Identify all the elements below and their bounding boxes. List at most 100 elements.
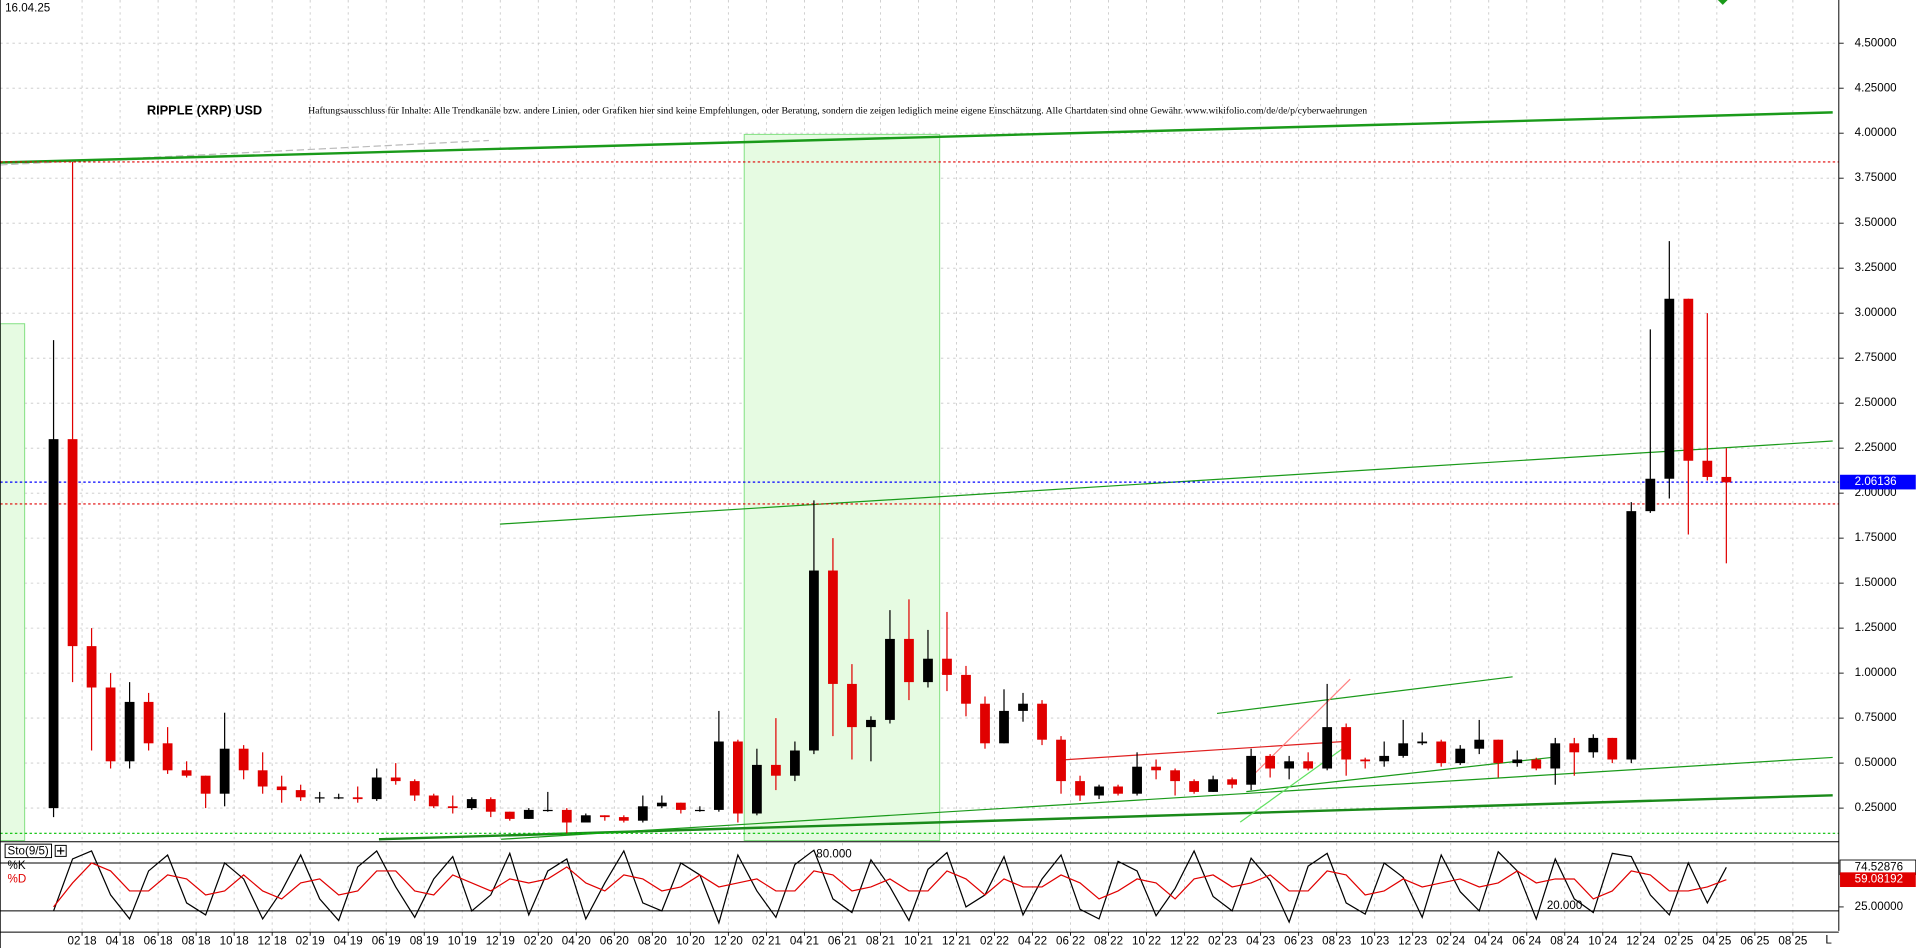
candle-body xyxy=(447,806,458,809)
candle-body xyxy=(1284,761,1295,769)
candle-body xyxy=(1265,755,1276,769)
x-tick-label: 04 19 xyxy=(334,934,363,947)
candle-body xyxy=(1398,743,1409,756)
y-tick-label: 1.00000 xyxy=(1855,666,1897,679)
candle-body xyxy=(1132,766,1142,794)
trendline xyxy=(1246,756,1552,793)
x-tick-label: 02 19 xyxy=(296,934,325,947)
expand-icon xyxy=(57,847,65,855)
y-tick-label: 3.00000 xyxy=(1855,306,1897,319)
candle-body xyxy=(675,802,686,810)
candle-body xyxy=(1037,703,1047,740)
candle-body xyxy=(1113,786,1123,794)
last-value-label: 59.08192 xyxy=(1855,873,1903,886)
y-tick-label: 4.00000 xyxy=(1855,126,1897,139)
x-tick-label: 06 19 xyxy=(372,934,401,947)
x-tick-label: 12 21 xyxy=(942,934,971,947)
candle-body xyxy=(694,809,705,812)
x-tick-label: 10 19 xyxy=(448,934,477,947)
x-tick-label: 12 23 xyxy=(1398,934,1427,947)
candle-body xyxy=(942,658,952,675)
trendline xyxy=(0,111,1833,164)
x-tick-label: 04 23 xyxy=(1246,934,1275,947)
candle-body xyxy=(1341,727,1352,760)
x-tick-label: 06 23 xyxy=(1284,934,1313,947)
last-value-label: 74.52876 xyxy=(1855,860,1903,873)
x-tick-label: 08 25 xyxy=(1778,934,1807,947)
candle-body xyxy=(1360,759,1371,762)
candle-body xyxy=(1056,739,1066,782)
candle-body xyxy=(257,770,268,787)
y-tick-label: 25.00000 xyxy=(1855,900,1903,913)
candle-body xyxy=(1493,739,1504,764)
y-tick-label: 4.25000 xyxy=(1855,81,1897,94)
x-tick-label: 10 23 xyxy=(1360,934,1389,947)
candle-body xyxy=(790,750,800,776)
candle-body xyxy=(1683,298,1694,461)
y-tick-label: 1.75000 xyxy=(1855,531,1897,544)
chart-title: RIPPLE (XRP) USD xyxy=(147,103,262,118)
candle-body xyxy=(1531,759,1542,769)
candle-body xyxy=(48,439,59,809)
candle-body xyxy=(162,743,173,771)
x-tick-label: 12 20 xyxy=(714,934,743,947)
candle-body xyxy=(1474,739,1485,749)
x-tick-label: 02 22 xyxy=(980,934,1009,947)
x-tick-label: 06 18 xyxy=(144,934,173,947)
y-tick-label: 2.25000 xyxy=(1855,441,1897,454)
trendline xyxy=(499,440,1833,525)
candle-body xyxy=(637,806,648,821)
candle-body xyxy=(1189,781,1199,792)
x-tick-label: 04 24 xyxy=(1474,934,1504,947)
candle-body xyxy=(1208,779,1218,792)
trendline xyxy=(1245,678,1351,783)
indicator-box xyxy=(4,843,53,859)
y-tick-label: 2.00000 xyxy=(1855,486,1897,499)
x-tick-label: 12 22 xyxy=(1170,934,1199,947)
candle-body xyxy=(314,797,325,799)
candle-body xyxy=(847,683,857,728)
level-label: 80.000 xyxy=(816,847,851,860)
x-tick-label: 06 24 xyxy=(1512,934,1542,947)
x-tick-label: 08 23 xyxy=(1322,934,1351,947)
x-tick-label: 10 18 xyxy=(220,934,249,947)
candle-body xyxy=(923,658,933,683)
x-tick-label: 12 18 xyxy=(258,934,287,947)
legend-entry: %D xyxy=(8,873,27,886)
candle-body xyxy=(200,775,211,794)
x-tick-label: 08 24 xyxy=(1550,934,1580,947)
candle-body xyxy=(885,638,895,720)
candle-body xyxy=(656,802,667,807)
x-tick-label: 04 18 xyxy=(106,934,135,947)
candle-body xyxy=(618,817,629,821)
y-tick-label: 0.75000 xyxy=(1855,711,1897,724)
candle-body xyxy=(599,815,610,818)
x-tick-label: 02 18 xyxy=(68,934,97,947)
candle-body xyxy=(390,777,401,782)
x-tick-label: 04 22 xyxy=(1018,934,1047,947)
candle-body xyxy=(352,797,363,800)
candle-body xyxy=(409,781,420,796)
candle-body xyxy=(771,764,781,776)
candle-body xyxy=(1075,781,1085,796)
candle-body xyxy=(238,748,249,771)
candle-body xyxy=(809,570,819,751)
candle-body xyxy=(1322,727,1333,769)
x-tick-label: 10 24 xyxy=(1588,934,1618,947)
y-tick-label: 4.50000 xyxy=(1855,36,1897,49)
y-tick-label: 0.25000 xyxy=(1855,801,1897,814)
x-tick-label: 06 20 xyxy=(600,934,629,947)
level-label: 20.000 xyxy=(1547,899,1582,912)
y-tick-label: 2.50000 xyxy=(1855,396,1897,409)
candle-body xyxy=(999,710,1009,744)
candle-body xyxy=(219,748,230,794)
y-tick-label: 3.25000 xyxy=(1855,261,1897,274)
shaded-zone xyxy=(0,323,26,841)
candle-body xyxy=(1550,743,1561,769)
candle-body xyxy=(105,687,116,762)
y-tick-label: 3.75000 xyxy=(1855,171,1897,184)
candle-body xyxy=(866,719,876,728)
x-tick-label: 06 22 xyxy=(1056,934,1085,947)
